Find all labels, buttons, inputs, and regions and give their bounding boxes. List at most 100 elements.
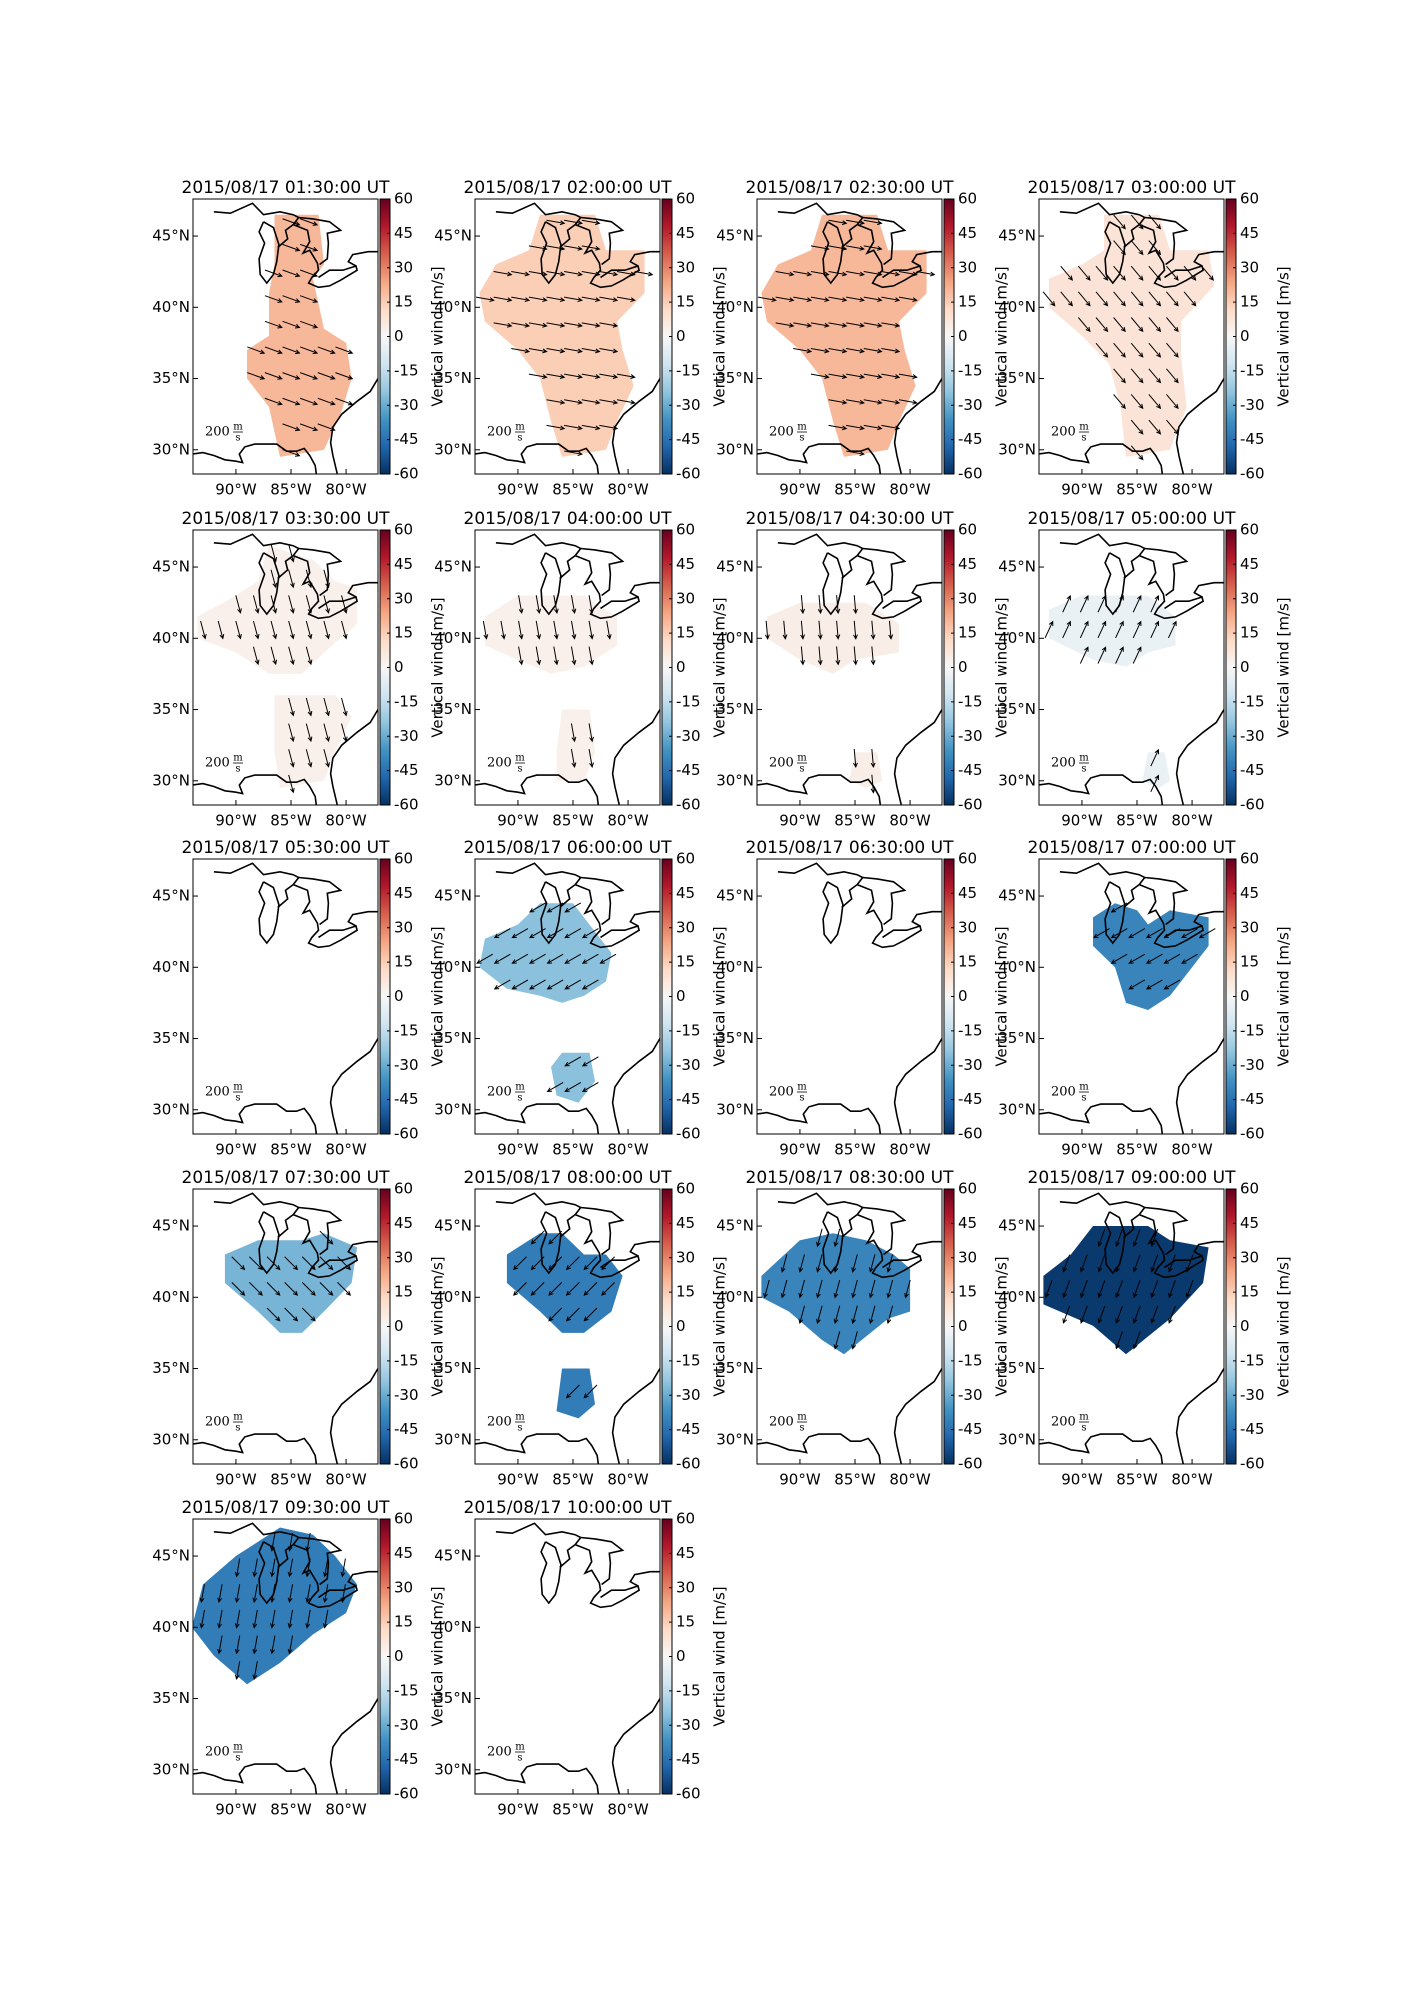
wind-arrow [282,320,301,329]
panel-title: 2015/08/17 09:00:00 UT [1028,1168,1237,1188]
colorbar-label: Vertical wind [m/s] [711,266,729,406]
lon-tick-label: 85°W [834,481,876,499]
scale-unit: m [233,1082,243,1093]
lat-tick-label: 45°N [998,558,1036,576]
colorbar-tick-label: 30 [1240,258,1259,276]
wind-arrow [1130,419,1144,435]
coastline [540,221,562,285]
wind-arrow [793,296,813,303]
coastline [540,1541,562,1605]
wind-arrow [1115,594,1124,613]
colorbar-tick-label: 0 [958,1317,968,1335]
scale-unit: s [1081,764,1086,775]
wind-arrow [1148,240,1162,256]
colorbar-tick-label: 45 [676,224,695,242]
wind-arrow [317,346,336,355]
coastline [277,1543,294,1569]
lat-tick-label: 30°N [152,1100,190,1118]
colorbar-tick-label: 30 [958,589,977,607]
wind-arrow [200,620,207,640]
lon-tick-label: 90°W [1061,812,1103,830]
lon-tick-label: 90°W [215,812,257,830]
wind-arrow [234,1635,241,1655]
wind-arrow [870,620,876,640]
coastline [893,1038,942,1134]
wind-arrow [1150,620,1160,639]
wind-arrow [1132,1305,1141,1324]
coastline [911,250,942,267]
wind-arrow [793,271,813,277]
colorbar-tick-label: -60 [958,1455,983,1473]
colorbar-tick-label: -60 [676,465,701,483]
colorbar-tick-label: 0 [394,327,404,345]
lat-tick-label: 45°N [152,1217,190,1235]
wind-arrow [853,748,858,769]
wind-arrow [299,295,319,303]
wind-arrow [851,1279,858,1299]
colorbar-tick-label: -15 [676,1351,701,1369]
lon-tick-label: 85°W [552,1471,594,1489]
map-frame [192,1518,379,1795]
wind-arrow [305,749,313,768]
wind-arrow [270,569,278,589]
coastline [822,221,844,285]
colorbar-tick-label: -45 [394,761,419,779]
lon-tick-label: 90°W [497,481,539,499]
colorbar-tick-label: 15 [676,1283,695,1301]
coastline [258,552,280,616]
wind-arrow [898,399,918,405]
colorbar-tick-label: 60 [676,1180,695,1198]
map-area [475,1192,660,1464]
wind-arrow [249,1256,263,1271]
wind-arrow [1062,594,1071,613]
coastline [298,1536,343,1586]
lon-tick-label: 80°W [607,812,649,830]
colorbar-tick-label: 0 [676,658,686,676]
coastline [329,378,378,474]
wind-arrow [500,620,506,640]
wind-arrow [482,620,489,640]
lon-tick-label: 80°W [889,1141,931,1159]
lat-tick-label: 40°N [998,958,1036,976]
wind-arrow [810,271,830,277]
colorbar-tick-label: 15 [394,624,413,642]
wind-arrow [863,347,883,354]
coastline [495,202,582,226]
coastline [611,709,660,805]
wind-arrow [305,1532,311,1552]
colorbar-tick-label: 30 [394,1248,413,1266]
wind-arrow [1166,342,1179,358]
coastline [213,862,300,886]
wind-arrow [284,1256,299,1271]
colorbar-tick-label: -60 [1240,796,1265,814]
lat-tick-label: 45°N [998,1217,1036,1235]
coastline [329,1368,378,1464]
wind-arrow [782,620,788,640]
wind-arrow [1130,240,1144,256]
wind-arrow [1095,342,1109,358]
wind-arrow [299,218,319,226]
wind-region [506,1233,623,1333]
panel-title: 2015/08/17 08:00:00 UT [464,1168,673,1188]
wind-arrow [1130,317,1144,333]
wind-arrow [828,347,848,354]
wind-arrow [601,1282,615,1296]
wind-arrow [1128,928,1146,939]
map-panel: 2015/08/17 06:00:00 UT 45°N 40°N 35°N 30°N 90… [434,838,728,1159]
panel-title: 2015/08/17 02:00:00 UT [464,178,673,198]
wind-arrow [833,1305,841,1325]
map-panel: 2015/08/17 04:00:00 UT 45°N 40°N 35°N 30°N 90… [434,509,728,830]
colorbar-tick-label: 30 [676,258,695,276]
map-frame [756,1188,943,1465]
lat-tick-label: 30°N [152,440,190,458]
wind-arrow [1115,1331,1123,1350]
coastline [1059,862,1146,886]
colorbar-label: Vertical wind [m/s] [429,926,447,1066]
lon-tick-label: 80°W [325,812,367,830]
wind-arrow [817,646,823,666]
wind-arrow [1060,291,1074,307]
lat-tick-label: 30°N [152,771,190,789]
lat-tick-label: 45°N [434,887,472,905]
wind-arrow [1168,1280,1176,1299]
colorbar-tick-label: -60 [1240,1455,1265,1473]
